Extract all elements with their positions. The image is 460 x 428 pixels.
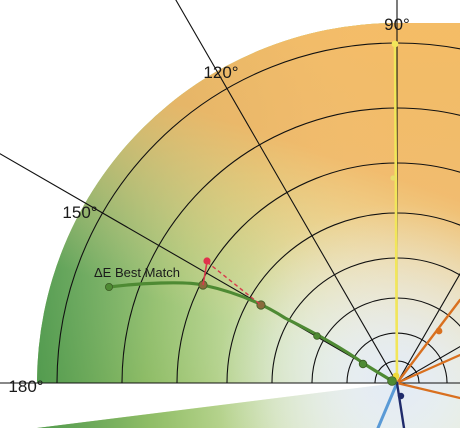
- navy-hue-point: [397, 392, 405, 400]
- grid-spoke-60: [396, 272, 460, 384]
- blue-hue-line: [376, 381, 399, 428]
- angle-label-120: 120°: [203, 63, 238, 82]
- hue-lines: [376, 40, 460, 428]
- angle-label-150: 150°: [62, 203, 97, 222]
- grid-spoke-150: [0, 153, 398, 384]
- orange-hue-line-3: [395, 381, 460, 400]
- angle-label-90: 90°: [384, 15, 410, 34]
- best-match-point-5: [387, 376, 397, 386]
- yellow-hue-line: [393, 42, 399, 385]
- best-match-annotation: ΔE Best Match: [94, 265, 180, 280]
- target-offset: [202, 257, 262, 306]
- angle-label-180: 180°: [8, 377, 43, 396]
- grid-spoke-120: [175, 0, 398, 384]
- navy-hue-line: [395, 381, 406, 428]
- yellow-hue-point-outer: [391, 40, 399, 48]
- yellow-hue-point-mid: [390, 175, 396, 181]
- best-match-point-3: [313, 332, 321, 340]
- orange-hue-line-2: [395, 353, 460, 385]
- best-match-point-4: [358, 359, 368, 369]
- target-offset-line: [202, 261, 208, 286]
- orange-hue-point: [435, 327, 443, 335]
- target-point: [203, 257, 211, 265]
- best-match-path: [107, 281, 397, 385]
- target-offset-dashed-line: [206, 261, 262, 306]
- orange-hue-line-1: [395, 298, 460, 385]
- best-match-point-start: [105, 282, 114, 291]
